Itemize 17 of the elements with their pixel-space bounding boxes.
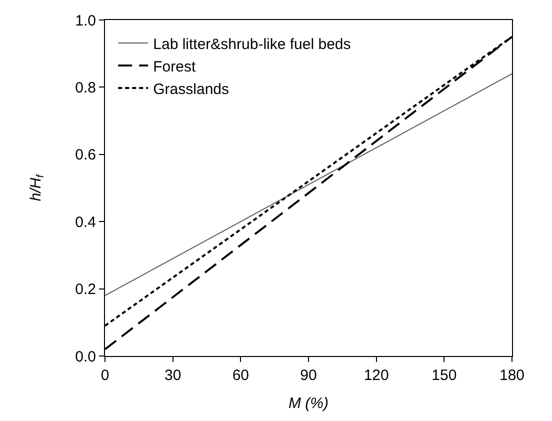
legend-label: Grasslands bbox=[153, 80, 230, 98]
y-tick-label: 0.2 bbox=[75, 281, 96, 298]
x-tick-label: 30 bbox=[164, 367, 182, 384]
legend-label: Forest bbox=[153, 58, 196, 76]
x-axis-title: M (%) bbox=[288, 395, 328, 412]
y-tick-label: 0.6 bbox=[75, 146, 96, 164]
x-tick-label: 150 bbox=[432, 367, 457, 384]
y-tick-label: 0.4 bbox=[75, 214, 96, 231]
y-tick-label: 0.8 bbox=[75, 79, 96, 96]
x-tick-label: 60 bbox=[232, 367, 250, 384]
legend-label: Lab litter&shrub-like fuel beds bbox=[153, 36, 351, 53]
x-tick-label: 180 bbox=[499, 367, 525, 384]
x-tick-label: 90 bbox=[300, 367, 317, 384]
x-tick-label: 120 bbox=[364, 367, 389, 384]
y-tick-label: 0.0 bbox=[75, 348, 96, 366]
y-tick-label: 1.0 bbox=[75, 12, 96, 30]
x-tick-label: 0 bbox=[100, 367, 110, 384]
